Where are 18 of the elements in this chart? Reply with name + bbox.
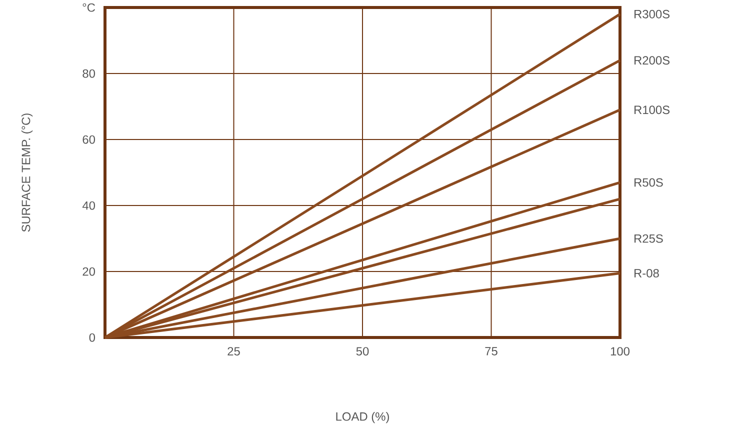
y-tick-label: 20: [82, 267, 96, 276]
series-label: R100S: [634, 106, 670, 114]
x-axis-title: LOAD (%): [336, 412, 389, 424]
x-tick-label: 50: [356, 347, 369, 356]
series-label: R25S: [634, 234, 663, 243]
x-tick-label: 75: [485, 347, 498, 356]
x-tick-label: 25: [228, 347, 240, 356]
y-tick-label: °C: [82, 3, 96, 12]
series-label: R-08: [634, 268, 659, 278]
series-label: R50S: [634, 178, 663, 187]
y-tick-label: 40: [82, 201, 96, 210]
y-axis-title: SURFACE TEMP. (°C): [21, 114, 33, 232]
y-tick-label: 60: [82, 135, 96, 144]
series-label: R200S: [634, 56, 670, 65]
x-tick-label: 100: [610, 347, 630, 356]
y-tick-label: 0: [89, 333, 96, 342]
y-tick-label: 80: [82, 69, 96, 78]
series-label: R300S: [634, 10, 670, 18]
